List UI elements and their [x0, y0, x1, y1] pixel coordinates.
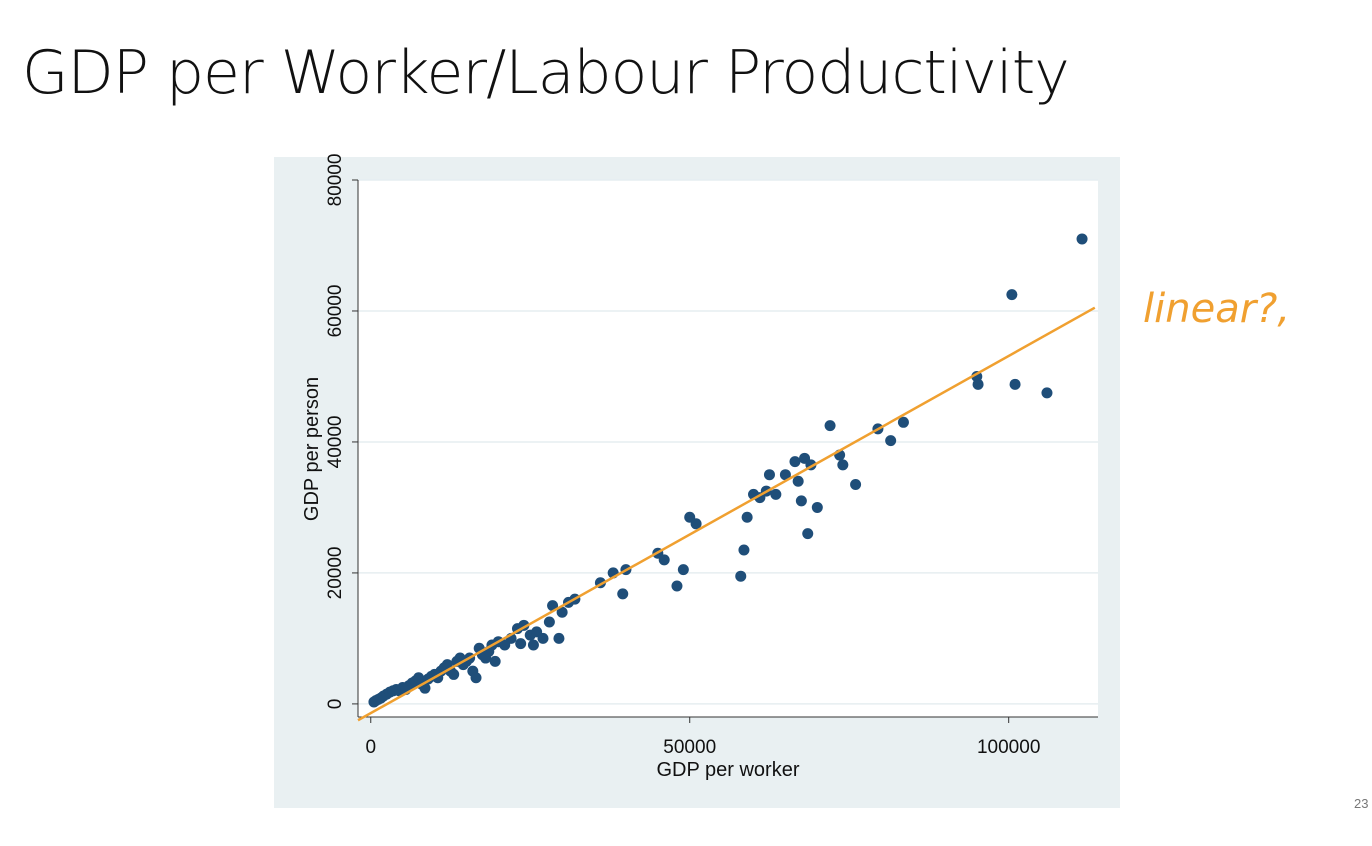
data-point: [741, 511, 753, 523]
x-tick-label: 50000: [663, 737, 716, 758]
data-point: [770, 488, 782, 500]
data-point: [885, 435, 897, 447]
x-tick-label: 0: [365, 737, 376, 758]
data-point: [690, 518, 702, 530]
axes: [357, 180, 1098, 718]
data-point: [972, 378, 984, 390]
data-point: [897, 416, 909, 428]
plot-area: [358, 180, 1098, 717]
data-point: [792, 475, 804, 487]
data-point: [489, 655, 501, 667]
x-tick-label: 100000: [977, 737, 1040, 758]
data-point: [735, 570, 747, 582]
data-point: [448, 668, 460, 680]
data-point: [1041, 387, 1053, 399]
data-point: [537, 632, 549, 644]
tick-labels: 0 20000 40000 60000 80000 0 50000 100000: [325, 154, 1040, 758]
y-axis-label: GDP per person: [301, 377, 323, 521]
data-point: [617, 588, 629, 600]
y-tick-label: 60000: [325, 285, 346, 338]
data-points: [368, 233, 1088, 708]
annotation-linear: linear?,: [1143, 286, 1290, 332]
page-number: 23: [1354, 796, 1369, 811]
y-tick-label: 20000: [325, 547, 346, 600]
data-point: [802, 528, 814, 540]
data-point: [1076, 233, 1088, 245]
data-point: [1006, 289, 1018, 301]
data-point: [824, 420, 836, 432]
data-point: [837, 459, 849, 471]
data-point: [738, 544, 750, 556]
data-point: [850, 479, 862, 491]
data-point: [795, 495, 807, 507]
data-point: [470, 672, 482, 684]
data-point: [1009, 378, 1021, 390]
x-axis-label: GDP per worker: [656, 759, 799, 781]
data-point: [811, 501, 823, 513]
data-point: [527, 639, 539, 651]
y-tick-label: 80000: [325, 154, 346, 207]
y-tick-label: 0: [325, 699, 346, 710]
data-point: [677, 564, 689, 576]
data-point: [553, 632, 565, 644]
fit-line: [357, 306, 1096, 722]
slide-title: GDP per Worker/Labour Productivity: [22, 38, 1070, 108]
data-point: [763, 469, 775, 481]
data-point: [556, 606, 568, 618]
y-tick-label: 40000: [325, 416, 346, 469]
data-point: [543, 616, 555, 628]
data-point: [671, 580, 683, 592]
data-point: [779, 469, 791, 481]
data-point: [789, 456, 801, 468]
data-point: [658, 554, 670, 566]
gridlines: [358, 179, 1098, 705]
data-point: [515, 638, 527, 650]
